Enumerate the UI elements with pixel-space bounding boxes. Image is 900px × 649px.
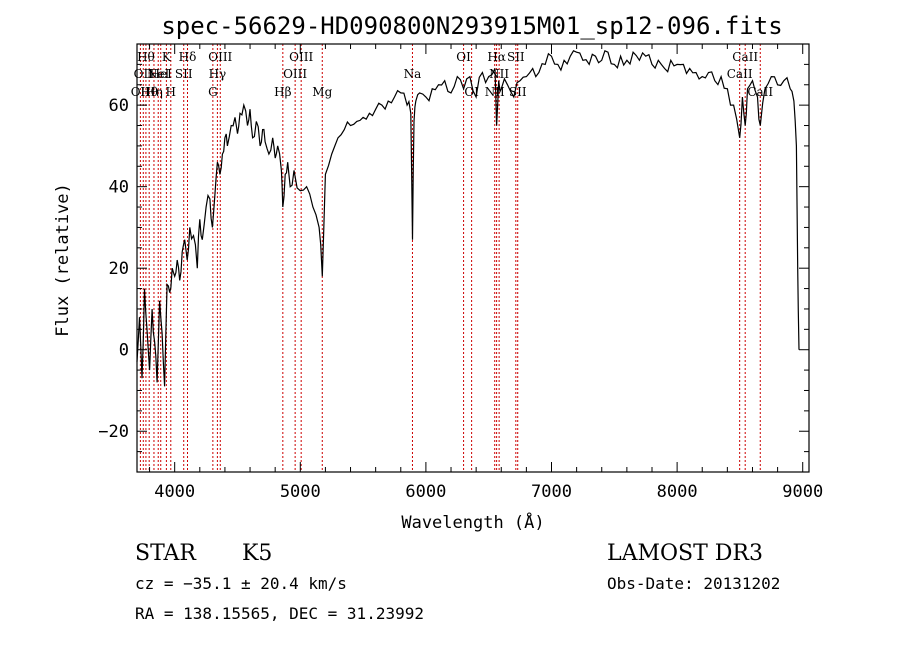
line-label-2: Hθ bbox=[137, 50, 155, 64]
line-label-13: OIII bbox=[208, 50, 232, 64]
plot-frame bbox=[136, 43, 810, 473]
x-axis-label: Wavelength (Å) bbox=[401, 511, 544, 533]
line-label-6: HeI bbox=[150, 67, 173, 81]
line-label-19: OI bbox=[456, 50, 471, 64]
line-label-7: K bbox=[162, 50, 172, 64]
line-label-27: CaII bbox=[732, 50, 758, 64]
object-subclass: K5 bbox=[242, 541, 272, 566]
y-tick-label: 0 bbox=[119, 341, 129, 361]
ra-dec-coordinates: RA = 138.15565, DEC = 31.23992 bbox=[135, 604, 424, 623]
line-label-10: Hδ bbox=[179, 50, 197, 64]
line-label-9: SII bbox=[175, 67, 193, 81]
line-label-15: OIII bbox=[283, 67, 307, 81]
line-label-24: SII bbox=[507, 50, 525, 64]
line-label-4: Hη bbox=[145, 85, 163, 99]
line-label-14: Hβ bbox=[274, 85, 291, 99]
line-label-5: NeI bbox=[147, 67, 170, 81]
chart-title: spec-56629-HD090800N293915M01_sp12-096.f… bbox=[161, 12, 782, 40]
line-label-1: OII bbox=[134, 67, 154, 81]
x-tick-label: 4000 bbox=[154, 482, 195, 502]
y-axis-label: Flux (relative) bbox=[53, 183, 73, 337]
y-axis: −20 0 20 40 60 bbox=[98, 63, 809, 453]
line-label-28: CaII bbox=[747, 85, 773, 99]
line-label-26: CaII bbox=[727, 67, 753, 81]
x-tick-label: 6000 bbox=[405, 482, 446, 502]
redshift-value: cz = −35.1 ± 20.4 km/s bbox=[135, 574, 347, 593]
x-tick-label: 8000 bbox=[657, 482, 698, 502]
line-label-17: Mg bbox=[312, 85, 332, 99]
x-tick-label: 7000 bbox=[531, 482, 572, 502]
observation-date: Obs-Date: 20131202 bbox=[607, 574, 780, 593]
y-tick-label: 60 bbox=[109, 96, 129, 116]
line-label-12: Hγ bbox=[209, 67, 227, 81]
line-label-0: OII bbox=[131, 85, 151, 99]
x-axis: 4000 5000 6000 7000 8000 9000 bbox=[149, 44, 823, 502]
line-label-22: Hα bbox=[487, 50, 506, 64]
survey-name: LAMOST DR3 bbox=[607, 541, 763, 566]
y-tick-label: −20 bbox=[98, 422, 129, 442]
y-tick-label: 40 bbox=[109, 178, 129, 198]
line-label-11: G bbox=[208, 85, 218, 99]
line-label-18: Na bbox=[404, 67, 422, 81]
y-tick-label: 20 bbox=[109, 259, 129, 279]
object-class: STAR bbox=[135, 541, 197, 566]
x-tick-label: 9000 bbox=[782, 482, 823, 502]
line-label-8: H bbox=[166, 85, 176, 99]
spectral-line-labels: OIIOIIHθHθHηNeIHeIKHSIIHδGHγOIIIHβOIIIOI… bbox=[131, 50, 774, 99]
line-label-16: OIII bbox=[289, 50, 313, 64]
line-label-3: Hθ bbox=[140, 85, 158, 99]
spectrum-line bbox=[136, 49, 800, 387]
spectral-line-markers bbox=[139, 44, 761, 472]
x-tick-label: 5000 bbox=[280, 482, 321, 502]
